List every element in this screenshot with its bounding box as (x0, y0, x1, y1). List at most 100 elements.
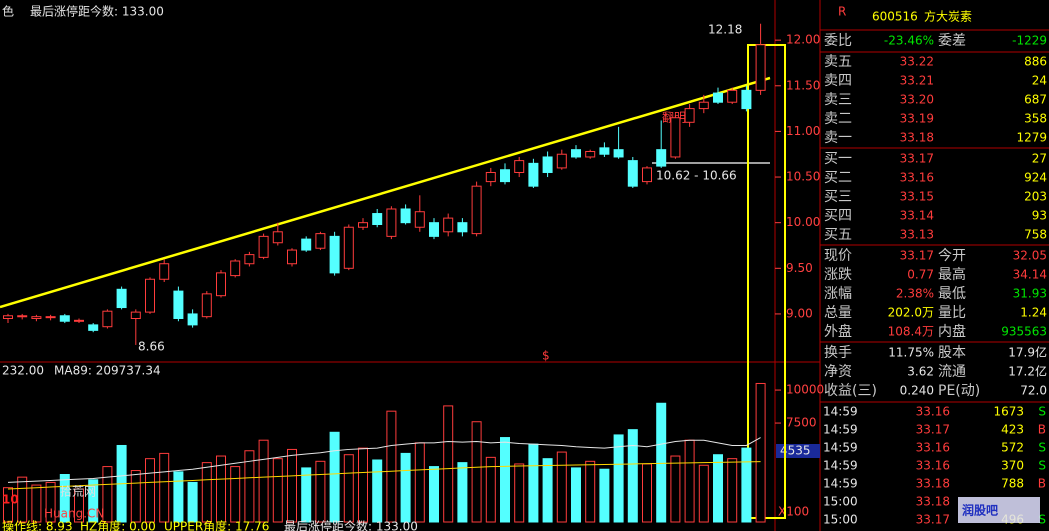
volume-bar (556, 451, 567, 523)
book-price: 33.15 (900, 190, 934, 204)
quote-cell: 31.93 (1013, 287, 1047, 301)
ma-line (7, 461, 761, 490)
volume-bar (88, 479, 99, 523)
candle-body (201, 293, 212, 318)
book-volume: 203 (1024, 190, 1047, 204)
book-label: 卖五 (824, 54, 852, 70)
volume-bar (571, 467, 581, 523)
volume-bar (684, 439, 695, 523)
footer-label: UPPER角度: 17.76 (164, 519, 269, 531)
book-volume: 687 (1024, 93, 1047, 107)
book-volume: 924 (1024, 171, 1047, 185)
quote-cell: 外盘 (824, 323, 852, 340)
candle-body (485, 171, 496, 183)
volume-bar (343, 454, 354, 523)
footer-label: 最后涨停距今数: 133.00 (284, 519, 418, 531)
watermark: 10 (2, 493, 19, 507)
volume-bar (358, 447, 368, 523)
y-tick-label: 11.50 (786, 78, 820, 92)
volume-bar (45, 481, 56, 523)
quote-cell: 108.4万 (888, 325, 934, 339)
book-volume: 886 (1024, 55, 1047, 69)
book-label: 卖四 (824, 73, 852, 89)
volume-bar (244, 450, 255, 523)
volume-bar (74, 488, 84, 523)
y-tick-label: 10000 (786, 383, 824, 397)
vol-unit: X100 (778, 505, 809, 519)
book-label: 买二 (824, 170, 852, 186)
trade-time: 14:59 (823, 405, 858, 419)
trade-time: 14:59 (823, 423, 858, 437)
book-price: 33.19 (900, 112, 934, 126)
trade-price: 33.18 (916, 477, 950, 491)
quote-cell: 72.0 (1020, 384, 1047, 398)
volume-bar (429, 466, 439, 523)
candle-body (116, 288, 127, 309)
candle-body (713, 92, 723, 103)
candle-body (599, 147, 610, 155)
volume-bar (272, 458, 283, 523)
volume-bar (670, 455, 681, 523)
quote-cell: 3.62 (907, 365, 934, 379)
candle-body (627, 160, 638, 187)
book-label: 买五 (824, 227, 852, 243)
trendline (0, 76, 771, 309)
book-volume: 358 (1024, 112, 1047, 126)
stock-name: 方大炭素 (924, 9, 972, 24)
book-volume: 24 (1032, 74, 1047, 88)
candle-body (287, 249, 297, 265)
candle-body (74, 319, 84, 322)
quote-cell: 量比 (938, 305, 966, 321)
quote-cell: 17.9亿 (1008, 345, 1047, 360)
quote-cell: 总量 (824, 305, 852, 321)
volume-bar (173, 471, 184, 523)
book-price: 33.20 (900, 93, 934, 107)
candle-body (684, 108, 695, 123)
quote-cell: 2.38% (896, 287, 934, 301)
quote-cell: 34.14 (1013, 268, 1047, 282)
candle-body (17, 315, 28, 318)
volume-bar (727, 458, 738, 523)
trade-side: B (1038, 477, 1046, 491)
candle-body (216, 272, 226, 297)
volume-bar (599, 468, 610, 523)
candle-body (414, 211, 425, 228)
volume-bar (315, 460, 326, 523)
volume-bar (755, 382, 766, 523)
quote-cell: 0.240 (900, 384, 934, 398)
volume-bar (585, 460, 596, 523)
volume-bar (656, 402, 667, 523)
book-volume: 27 (1032, 152, 1047, 166)
watermark: 拾荒网 (60, 484, 96, 499)
trade-volume: 1673 (993, 405, 1024, 419)
book-price: 33.16 (900, 171, 934, 185)
volume-bar (414, 442, 425, 523)
candle-body (145, 278, 155, 313)
candle-body (372, 213, 383, 225)
trade-time: 14:59 (823, 477, 858, 491)
volume-bar (485, 456, 496, 523)
quote-cell: 32.05 (1013, 249, 1047, 263)
candle-body (3, 315, 13, 319)
quote-cell: 股本 (938, 345, 966, 361)
volume-bar (301, 467, 312, 523)
volume-bar (59, 474, 70, 523)
book-price: 33.17 (900, 152, 934, 166)
candle-body (755, 44, 766, 91)
volume-bar (17, 476, 28, 523)
trade-price: 33.17 (916, 513, 950, 527)
top-label: 最后涨停距今数: 133.00 (30, 4, 164, 19)
trade-time: 14:59 (823, 441, 858, 455)
trade-side: S (1038, 441, 1046, 455)
candle-body (471, 185, 482, 235)
trade-time: 15:00 (823, 513, 858, 527)
candle-body (244, 254, 255, 265)
quote-cell: 1.24 (1020, 306, 1047, 320)
volume-bar (372, 459, 383, 523)
candle-body (429, 222, 439, 237)
quote-cell: 今开 (938, 248, 966, 264)
vol-current: 4535 (780, 444, 811, 458)
trade-time: 14:59 (823, 459, 858, 473)
candle-body (301, 238, 312, 251)
quote-cell: 最低 (938, 286, 966, 302)
